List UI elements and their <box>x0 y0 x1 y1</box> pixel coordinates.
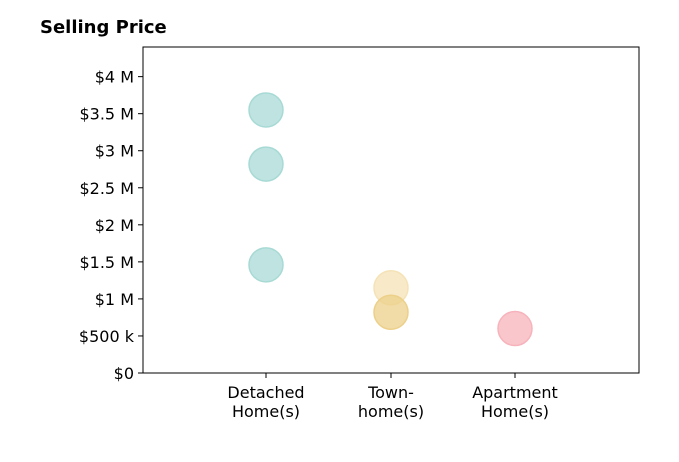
y-axis: $0 $500 k $1 M $1.5 M $2 M $2.5 M $3 M $3.5 M $4… <box>79 68 143 383</box>
x-tick-label-line: Apartment <box>472 383 558 402</box>
x-tick-label: Apartment Home(s) <box>472 383 558 421</box>
data-point <box>373 294 409 330</box>
x-tick-label-line: Home(s) <box>481 402 549 421</box>
data-points <box>248 92 533 347</box>
chart-title: Selling Price <box>40 17 167 38</box>
data-point <box>497 310 533 347</box>
x-tick-label-line: Home(s) <box>232 402 300 421</box>
x-tick-label-line: Town- <box>367 383 414 402</box>
data-point <box>248 92 284 128</box>
x-axis: Detached Home(s)Town-home(s)Apartment Home… <box>227 373 558 421</box>
y-tick-label: $1.5 M <box>79 253 134 272</box>
x-tick-label-line: Detached <box>227 383 304 402</box>
y-tick-label: $3.5 M <box>79 105 134 124</box>
data-point <box>248 247 284 283</box>
x-tick-label: Detached Home(s) <box>227 383 304 421</box>
y-tick-label: $1 M <box>95 290 134 309</box>
y-tick-label: $4 M <box>95 68 134 87</box>
x-tick-label: Town-home(s) <box>358 383 424 421</box>
y-tick-label: $500 k <box>79 327 135 346</box>
y-tick-label: $0 <box>114 364 134 383</box>
plot-frame <box>142 46 640 374</box>
y-tick-label: $2.5 M <box>79 179 134 198</box>
y-tick-label: $3 M <box>95 142 134 161</box>
data-point <box>248 146 284 182</box>
y-tick-label: $2 M <box>95 216 134 235</box>
x-tick-label-line: home(s) <box>358 402 424 421</box>
